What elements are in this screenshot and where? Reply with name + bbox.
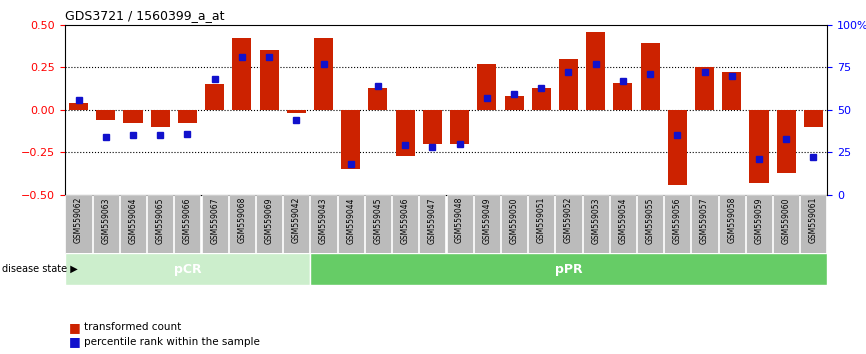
Bar: [586, 32, 605, 110]
Text: GSM559043: GSM559043: [319, 197, 328, 244]
FancyBboxPatch shape: [310, 253, 827, 285]
Bar: [178, 110, 197, 123]
FancyBboxPatch shape: [419, 195, 445, 252]
Text: percentile rank within the sample: percentile rank within the sample: [84, 337, 260, 347]
Text: GSM559047: GSM559047: [428, 197, 436, 244]
FancyBboxPatch shape: [637, 195, 663, 252]
Bar: [804, 110, 823, 127]
Bar: [722, 72, 741, 110]
Text: ■: ■: [69, 335, 81, 348]
Bar: [96, 110, 115, 120]
FancyBboxPatch shape: [120, 195, 146, 252]
Bar: [69, 103, 88, 110]
Bar: [613, 82, 632, 110]
FancyBboxPatch shape: [93, 195, 119, 252]
Bar: [559, 59, 578, 110]
Text: GSM559058: GSM559058: [727, 197, 736, 244]
Bar: [396, 110, 415, 156]
Text: pCR: pCR: [173, 263, 201, 275]
FancyBboxPatch shape: [447, 195, 473, 252]
Text: GSM559068: GSM559068: [237, 197, 246, 244]
Text: GSM559048: GSM559048: [456, 197, 464, 244]
Text: GSM559054: GSM559054: [618, 197, 627, 244]
Bar: [287, 110, 306, 113]
FancyBboxPatch shape: [555, 195, 582, 252]
Bar: [232, 38, 251, 110]
Bar: [641, 44, 660, 110]
Bar: [532, 88, 551, 110]
FancyBboxPatch shape: [610, 195, 636, 252]
Text: GSM559045: GSM559045: [373, 197, 383, 244]
Bar: [749, 110, 768, 183]
FancyBboxPatch shape: [256, 195, 282, 252]
Bar: [423, 110, 442, 144]
Text: GSM559059: GSM559059: [754, 197, 764, 244]
FancyBboxPatch shape: [147, 195, 173, 252]
FancyBboxPatch shape: [283, 195, 309, 252]
Text: GSM559060: GSM559060: [782, 197, 791, 244]
Text: GSM559063: GSM559063: [101, 197, 110, 244]
Bar: [477, 64, 496, 110]
Text: GSM559061: GSM559061: [809, 197, 818, 244]
FancyBboxPatch shape: [65, 253, 310, 285]
FancyBboxPatch shape: [664, 195, 690, 252]
Text: GSM559066: GSM559066: [183, 197, 192, 244]
Bar: [505, 96, 524, 110]
FancyBboxPatch shape: [174, 195, 201, 252]
Text: GSM559053: GSM559053: [591, 197, 600, 244]
Text: GSM559056: GSM559056: [673, 197, 682, 244]
Text: GSM559044: GSM559044: [346, 197, 355, 244]
FancyBboxPatch shape: [392, 195, 418, 252]
FancyBboxPatch shape: [66, 195, 92, 252]
Text: GSM559064: GSM559064: [128, 197, 138, 244]
Text: GSM559049: GSM559049: [482, 197, 491, 244]
Text: GSM559052: GSM559052: [564, 197, 573, 244]
Text: GDS3721 / 1560399_a_at: GDS3721 / 1560399_a_at: [65, 9, 224, 22]
Bar: [341, 110, 360, 169]
Bar: [151, 110, 170, 127]
Text: GSM559065: GSM559065: [156, 197, 165, 244]
Text: GSM559051: GSM559051: [537, 197, 546, 244]
FancyBboxPatch shape: [365, 195, 391, 252]
FancyBboxPatch shape: [310, 195, 337, 252]
FancyBboxPatch shape: [719, 195, 745, 252]
Text: pPR: pPR: [554, 263, 582, 275]
FancyBboxPatch shape: [229, 195, 255, 252]
Bar: [260, 50, 279, 110]
Bar: [205, 84, 224, 110]
Bar: [124, 110, 143, 123]
Text: GSM559062: GSM559062: [74, 197, 83, 244]
FancyBboxPatch shape: [800, 195, 826, 252]
Text: GSM559067: GSM559067: [210, 197, 219, 244]
Text: GSM559050: GSM559050: [509, 197, 519, 244]
FancyBboxPatch shape: [474, 195, 500, 252]
Text: GSM559057: GSM559057: [700, 197, 709, 244]
Bar: [777, 110, 796, 173]
Text: ■: ■: [69, 321, 81, 334]
FancyBboxPatch shape: [691, 195, 718, 252]
FancyBboxPatch shape: [528, 195, 554, 252]
Bar: [450, 110, 469, 144]
Text: disease state ▶: disease state ▶: [2, 264, 77, 274]
Text: GSM559055: GSM559055: [646, 197, 655, 244]
FancyBboxPatch shape: [773, 195, 799, 252]
Text: transformed count: transformed count: [84, 322, 181, 332]
FancyBboxPatch shape: [501, 195, 527, 252]
Bar: [668, 110, 687, 184]
Text: GSM559046: GSM559046: [401, 197, 410, 244]
Bar: [368, 88, 387, 110]
FancyBboxPatch shape: [338, 195, 364, 252]
Text: GSM559069: GSM559069: [265, 197, 274, 244]
Bar: [314, 38, 333, 110]
FancyBboxPatch shape: [746, 195, 772, 252]
Bar: [695, 67, 714, 110]
Text: GSM559042: GSM559042: [292, 197, 301, 244]
FancyBboxPatch shape: [583, 195, 609, 252]
FancyBboxPatch shape: [202, 195, 228, 252]
